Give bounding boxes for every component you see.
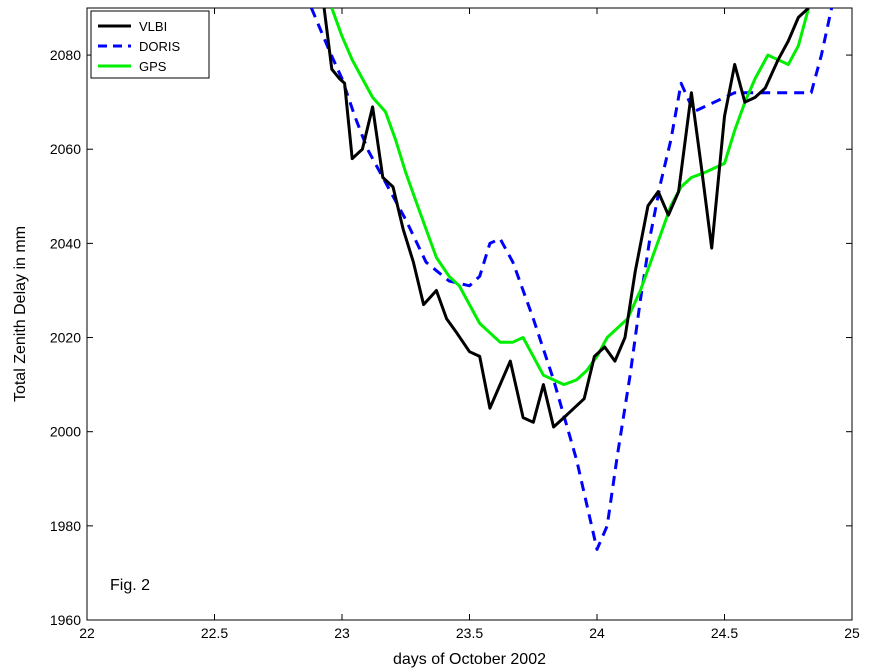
legend-label-vlbi: VLBI	[139, 19, 167, 34]
x-tick-label: 22.5	[201, 625, 228, 641]
x-tick-label: 22	[79, 625, 95, 641]
legend: VLBI DORIS GPS	[90, 10, 210, 79]
series-gps-line	[330, 8, 811, 387]
plot-area	[86, 7, 853, 621]
series-doris-line	[310, 8, 834, 551]
series-vlbi-line	[322, 8, 810, 429]
y-axis-title: Total Zenith Delay in mm	[12, 226, 29, 402]
x-axis-title: days of October 2002	[393, 651, 546, 668]
legend-label-doris: DORIS	[139, 39, 181, 54]
y-tick-label: 2000	[50, 424, 81, 440]
legend-label-gps: GPS	[139, 59, 167, 74]
x-tick-label: 24	[589, 625, 605, 641]
x-tick-label: 23.5	[456, 625, 483, 641]
y-tick-label: 2020	[50, 330, 81, 346]
x-tick-label: 25	[844, 625, 860, 641]
x-axis: 22 22.5 23 23.5 24 24.5 25	[79, 8, 860, 641]
y-tick-label: 2040	[50, 235, 81, 251]
series-layer	[310, 8, 834, 551]
y-axis: 1960 1980 2000 2020 2040 2060 2080	[50, 47, 852, 628]
x-tick-label: 24.5	[711, 625, 738, 641]
y-tick-label: 2080	[50, 47, 81, 63]
annotation-label: Fig. 2	[110, 577, 150, 594]
y-tick-label: 2060	[50, 141, 81, 157]
y-tick-label: 1980	[50, 518, 81, 534]
x-tick-label: 23	[334, 625, 350, 641]
y-tick-label: 1960	[50, 612, 81, 628]
